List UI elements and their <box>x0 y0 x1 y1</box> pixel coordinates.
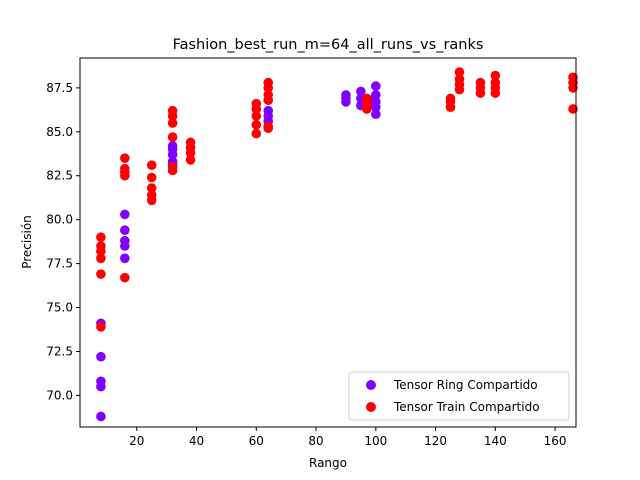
point-tensor-train-compartido <box>454 67 465 77</box>
x-tick-label: 40 <box>189 434 204 448</box>
point-tensor-train-compartido <box>96 253 106 264</box>
point-tensor-train-compartido <box>568 104 578 114</box>
point-tensor-train-compartido <box>490 88 501 98</box>
x-axis-label: Rango <box>309 456 347 470</box>
point-tensor-train-compartido <box>146 195 157 206</box>
data-points <box>96 67 578 422</box>
point-tensor-train-compartido <box>146 183 157 193</box>
point-tensor-train-compartido <box>167 165 178 176</box>
y-tick-label: 82.5 <box>46 169 73 183</box>
point-tensor-train-compartido <box>167 132 178 142</box>
x-tick-label: 80 <box>308 434 323 448</box>
y-axis-label: Precisión <box>20 215 34 269</box>
point-tensor-train-compartido <box>167 118 178 128</box>
point-tensor-ring-compartido <box>371 102 381 112</box>
point-tensor-train-compartido <box>167 111 178 121</box>
point-tensor-ring-compartido <box>120 253 130 264</box>
axis-ticks: 20 40 60 80 100 120 140 160 70.0 72.5 75.0 77.5 80.0… <box>46 81 566 448</box>
point-tensor-train-compartido <box>490 70 501 81</box>
x-tick-label: 140 <box>484 434 507 448</box>
point-tensor-ring-compartido <box>356 86 366 97</box>
point-tensor-train-compartido <box>185 155 196 165</box>
legend-marker-tensor-train <box>366 402 376 412</box>
point-tensor-train-compartido <box>120 272 130 283</box>
point-tensor-ring-compartido <box>371 90 381 100</box>
point-tensor-train-compartido <box>475 88 486 98</box>
point-tensor-train-compartido <box>445 102 456 112</box>
point-tensor-train-compartido <box>146 172 157 183</box>
x-tick-label: 120 <box>424 434 447 448</box>
y-tick-label: 80.0 <box>46 213 73 227</box>
point-tensor-train-compartido <box>362 104 372 114</box>
x-tick-label: 60 <box>249 434 264 448</box>
point-tensor-train-compartido <box>251 128 262 139</box>
chart-title: Fashion_best_run_m=64_all_runs_vs_ranks <box>173 37 484 53</box>
point-tensor-ring-compartido <box>96 411 106 422</box>
point-tensor-train-compartido <box>263 123 274 134</box>
point-tensor-train-compartido <box>251 104 262 114</box>
x-tick-label: 100 <box>364 434 387 448</box>
x-tick-label: 160 <box>544 434 567 448</box>
point-tensor-train-compartido <box>120 153 130 163</box>
point-tensor-train-compartido <box>568 83 578 93</box>
plot-area-frame <box>79 57 577 428</box>
point-tensor-train-compartido <box>263 83 274 93</box>
point-tensor-ring-compartido <box>96 381 106 392</box>
legend: Tensor Ring Compartido Tensor Train Comp… <box>348 371 570 421</box>
point-tensor-train-compartido <box>185 148 196 158</box>
legend-entry-tensor-ring: Tensor Ring Compartido <box>393 378 538 392</box>
y-tick-label: 87.5 <box>46 81 73 95</box>
point-tensor-ring-compartido <box>120 209 130 220</box>
point-tensor-train-compartido <box>146 160 157 170</box>
point-tensor-ring-compartido <box>120 225 130 235</box>
x-tick-label: 20 <box>129 434 144 448</box>
point-tensor-train-compartido <box>96 322 106 332</box>
point-tensor-ring-compartido <box>120 241 130 251</box>
point-tensor-ring-compartido <box>96 351 106 362</box>
y-tick-label: 70.0 <box>46 388 73 402</box>
legend-entry-tensor-train: Tensor Train Compartido <box>393 400 540 414</box>
point-tensor-ring-compartido <box>341 97 351 107</box>
point-tensor-train-compartido <box>251 119 262 130</box>
y-tick-label: 75.0 <box>46 301 73 315</box>
point-tensor-train-compartido <box>120 170 130 181</box>
point-tensor-ring-compartido <box>371 109 381 120</box>
point-tensor-train-compartido <box>251 111 262 121</box>
point-tensor-train-compartido <box>96 269 106 279</box>
point-tensor-train-compartido <box>263 95 274 105</box>
legend-marker-tensor-ring <box>366 380 376 390</box>
point-tensor-train-compartido <box>96 232 106 243</box>
legend-frame <box>348 371 570 421</box>
point-tensor-train-compartido <box>96 246 106 257</box>
point-tensor-ring-compartido <box>167 149 178 160</box>
y-tick-label: 85.0 <box>46 125 73 139</box>
y-tick-label: 77.5 <box>46 257 73 271</box>
point-tensor-ring-compartido <box>371 81 381 91</box>
y-tick-label: 72.5 <box>46 344 73 358</box>
point-tensor-train-compartido <box>454 84 465 95</box>
